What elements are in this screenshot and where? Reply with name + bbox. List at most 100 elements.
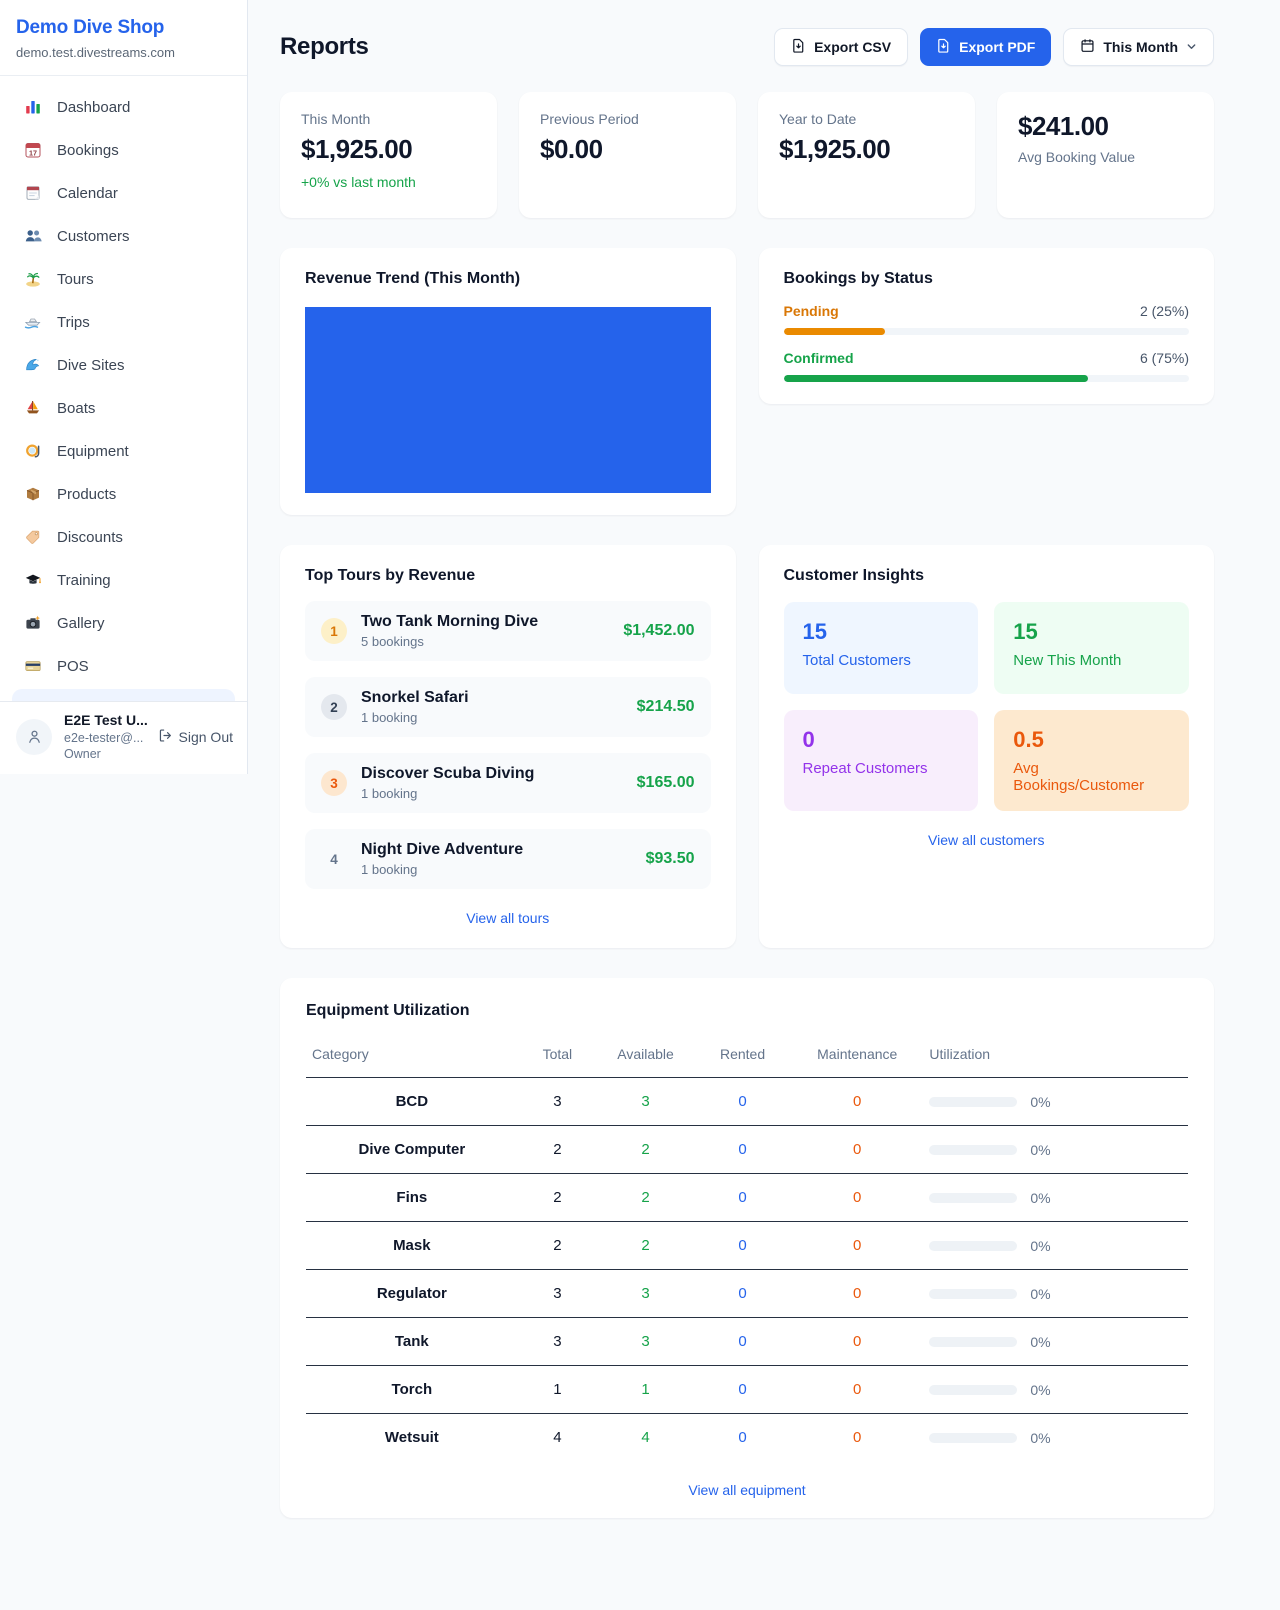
sidebar-item-trips[interactable]: Trips: [12, 302, 235, 342]
calendar-17-icon: 17: [23, 141, 43, 159]
insight-value: 0.5: [1013, 727, 1044, 752]
equipment-row-mask: Mask 2 2 0 0 0%: [306, 1221, 1188, 1270]
utilization-pct: 0%: [1030, 1429, 1051, 1446]
sidebar-item-boats[interactable]: Boats: [12, 388, 235, 428]
sidebar-item-discounts[interactable]: Discounts: [12, 517, 235, 557]
column-header-maintenance: Maintenance: [791, 1032, 924, 1078]
utilization-pct: 0%: [1030, 1189, 1051, 1206]
equipment-row-wetsuit: Wetsuit 4 4 0 0 0%: [384, 1429, 1051, 1446]
utilization-pct: 0%: [1030, 1237, 1051, 1254]
utilization-pct: 0%: [1030, 1141, 1051, 1158]
tour-amount: $93.50: [645, 850, 695, 867]
top-tours-title: Top Tours by Revenue: [305, 567, 476, 584]
stat-delta: +0% vs last month: [301, 174, 416, 190]
sign-out-button[interactable]: Sign Out: [158, 728, 233, 746]
notepad-icon: [23, 184, 43, 202]
main-content: Reports Export CSV Export PDF This Month…: [248, 0, 1280, 1558]
tour-row-discover-scuba-diving: 3 Discover Scuba Diving 1 booking $165.0…: [305, 753, 711, 813]
equipment-utilization-title: Equipment Utilization: [306, 1002, 470, 1019]
utilization-bar: [929, 1288, 1018, 1299]
export-pdf-button[interactable]: Export PDF: [920, 28, 1052, 66]
tour-bookings: 1 booking: [361, 862, 418, 877]
utilization-pct: 0%: [1030, 1285, 1051, 1302]
tour-amount: $214.50: [636, 698, 695, 715]
status-progress-track: [783, 375, 1189, 382]
status-label: Confirmed: [783, 350, 854, 366]
user-avatar-icon: [16, 718, 52, 755]
revenue-trend-card: Revenue Trend (This Month): [280, 248, 736, 515]
column-header-rented: Rented: [694, 1032, 792, 1078]
user-panel: E2E Test U... e2e-tester@... Owner Sign …: [0, 701, 247, 774]
insight-value: 15: [802, 619, 827, 644]
sidebar-item-tours[interactable]: Tours: [12, 259, 235, 299]
column-header-utilization: Utilization: [923, 1032, 1188, 1078]
equipment-row-regulator: Regulator 3 3 0 0 0%: [306, 1269, 1188, 1318]
export-pdf-label: Export PDF: [959, 39, 1036, 55]
dive-mask-icon: [23, 442, 43, 460]
sidebar-item-calendar[interactable]: Calendar: [12, 173, 235, 213]
page-title: Reports: [280, 33, 369, 60]
sidebar-item-equipment[interactable]: Equipment: [12, 431, 235, 471]
tour-bookings: 1 booking: [361, 710, 418, 725]
credit-card-icon: [23, 657, 43, 675]
utilization-bar: [929, 1144, 1018, 1155]
stat-value: $1,925.00: [301, 134, 413, 164]
utilization-pct: 0%: [1030, 1093, 1051, 1110]
equipment-row-fins: Fins 2 2 0 0 0%: [306, 1173, 1188, 1222]
revenue-trend-chart: [305, 307, 711, 493]
tag-icon: [23, 528, 43, 546]
revenue-trend-title: Revenue Trend (This Month): [305, 270, 521, 287]
tour-row-snorkel-safari: 2 Snorkel Safari 1 booking $214.50: [305, 677, 711, 737]
stat-card-previous-period: Previous Period $0.00: [519, 92, 736, 218]
stat-card-avg-booking-value: Avg Booking Value $241.00: [997, 92, 1214, 218]
sidebar-item-dive-sites[interactable]: Dive Sites: [12, 345, 235, 385]
stat-value: $241.00: [1018, 111, 1109, 141]
insight-tile-total-customers: 15 Total Customers: [783, 602, 979, 694]
utilization-pct: 0%: [1030, 1333, 1051, 1350]
sidebar-item-dashboard[interactable]: Dashboard: [12, 87, 235, 127]
tour-rank-badge: 1: [321, 618, 347, 644]
sidebar-item-training[interactable]: Training: [12, 560, 235, 600]
shop-header: Demo Dive Shop demo.test.divestreams.com: [0, 0, 247, 76]
sidebar-item-gallery[interactable]: Gallery: [12, 603, 235, 643]
user-name: E2E Test U...: [64, 712, 148, 728]
sidebar-item-products[interactable]: Products: [12, 474, 235, 514]
insight-label: New This Month: [1013, 652, 1122, 669]
stats-row: This Month $1,925.00 +0% vs last month P…: [280, 92, 1214, 218]
bookings-status-rows: Pending 2 (25%) Confirmed 6 (75%): [783, 303, 1189, 382]
tour-name: Snorkel Safari: [361, 689, 469, 706]
wave-icon: [23, 356, 43, 374]
view-all-customers-link[interactable]: View all customers: [928, 832, 1045, 848]
sign-out-label: Sign Out: [178, 728, 233, 745]
sidebar-item-bookings[interactable]: 17 Bookings: [12, 130, 235, 170]
user-email: e2e-tester@...: [64, 730, 144, 745]
sidebar: Demo Dive Shop demo.test.divestreams.com…: [0, 0, 248, 774]
shop-name: Demo Dive Shop: [16, 17, 165, 38]
app-layout: Demo Dive Shop demo.test.divestreams.com…: [0, 0, 1280, 1558]
tour-name: Discover Scuba Diving: [361, 765, 535, 782]
insight-value: 0: [802, 727, 815, 752]
sidebar-item-pos[interactable]: POS: [12, 646, 235, 686]
stat-label: This Month: [301, 111, 371, 127]
view-all-tours-link[interactable]: View all tours: [466, 910, 550, 926]
equipment-row-bcd: BCD 3 3 0 0 0%: [306, 1077, 1188, 1126]
insight-label: Repeat Customers: [802, 760, 928, 777]
tour-name: Two Tank Morning Dive: [361, 613, 539, 630]
column-header-category: Category: [306, 1032, 518, 1078]
sidebar-item-reports-partial[interactable]: [12, 689, 235, 701]
export-csv-button[interactable]: Export CSV: [774, 28, 909, 66]
equipment-row-torch: Torch 1 1 0 0 0%: [306, 1365, 1188, 1414]
sidebar-item-customers[interactable]: Customers: [12, 216, 235, 256]
utilization-bar: [929, 1432, 1018, 1443]
equipment-row-dive-computer: Dive Computer 2 2 0 0 0%: [306, 1125, 1188, 1174]
user-info: E2E Test U... e2e-tester@... Owner: [64, 712, 148, 762]
status-row-pending: Pending 2 (25%): [783, 303, 1189, 335]
period-dropdown[interactable]: This Month: [1063, 28, 1214, 66]
bookings-status-title: Bookings by Status: [783, 270, 933, 287]
calendar-icon: [1080, 38, 1095, 56]
bookings-status-card: Bookings by Status Pending 2 (25%) Confi…: [758, 248, 1214, 404]
tour-row-night-dive-adventure: 4 Night Dive Adventure 1 booking $93.50: [305, 829, 711, 889]
tour-rank-badge: 3: [321, 770, 347, 796]
equipment-table: Category Total Available Rented Maintenance U…: [306, 1032, 1188, 1461]
view-all-equipment-link[interactable]: View all equipment: [688, 1482, 806, 1498]
